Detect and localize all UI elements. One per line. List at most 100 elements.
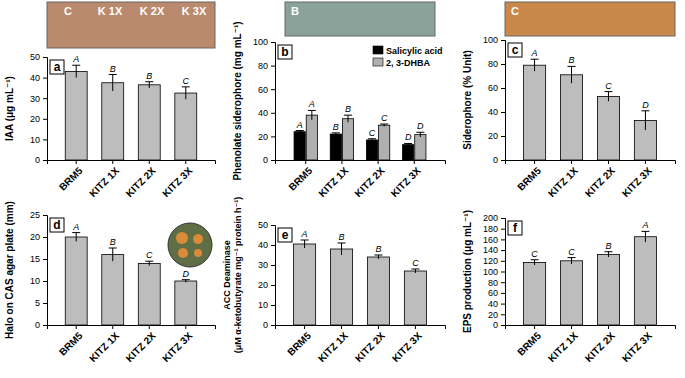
x-tick: KITZ 3X — [390, 325, 424, 364]
error-line — [645, 111, 646, 130]
y-axis-title: Siderophore (% Unit) — [462, 50, 473, 149]
y-tick: 40 — [488, 107, 505, 117]
y-tick-label: 100 — [253, 37, 268, 47]
significance-letter: B — [110, 237, 116, 247]
y-tick-label: 5 — [35, 298, 40, 308]
error-cap — [568, 66, 576, 67]
x-axis: BRM5KITZ 1XKITZ 2XKITZ 3X — [276, 325, 446, 364]
error-bar — [368, 139, 376, 141]
x-tick: KITZ 2X — [124, 325, 158, 364]
x-tick-mark — [149, 160, 150, 164]
y-tick-mark — [501, 64, 505, 65]
y-tick-mark — [43, 281, 47, 282]
y-tick-mark — [271, 285, 275, 286]
error-bar — [145, 261, 153, 265]
y-tick-mark — [43, 237, 47, 238]
error-bar — [604, 92, 612, 102]
y-tick-label: 0 — [35, 320, 40, 330]
axis-line — [271, 43, 276, 161]
y-tick-mark — [501, 160, 505, 161]
y-tick-mark — [501, 136, 505, 137]
bar — [404, 271, 426, 325]
y-tick-mark — [43, 78, 47, 79]
y-tick: 20 — [488, 131, 505, 141]
y-tick-label: 30 — [30, 94, 40, 104]
panel-label-box — [508, 43, 522, 57]
annotation: B — [291, 5, 299, 17]
y-tick-label: 100 — [483, 267, 498, 277]
y-axis-title: (μM α-ketobutyrate mg⁻¹ protein h⁻¹) — [233, 197, 243, 354]
y-tick: 20 — [488, 310, 505, 320]
error-bar — [301, 240, 309, 248]
significance-letter: B — [345, 104, 351, 114]
error-bar — [344, 115, 352, 122]
axis-line — [271, 226, 276, 326]
y-tick-label: 100 — [483, 35, 498, 45]
y-axis: 020406080100120140160180200 — [483, 213, 506, 330]
panel-label: c — [512, 43, 519, 57]
significance-letter: A — [296, 120, 303, 130]
y-tick-label: 60 — [488, 288, 498, 298]
plot-marks — [65, 233, 196, 325]
x-tick-label: KITZ 3X — [390, 330, 424, 364]
y-tick: 30 — [30, 94, 47, 104]
x-tick-label: KITZ 2X — [352, 165, 386, 199]
y-axis: 0510152025 — [30, 210, 48, 330]
significance-letter: D — [405, 132, 412, 142]
y-tick: 40 — [30, 73, 47, 83]
error-cap — [380, 124, 388, 125]
x-tick: BRM5 — [57, 160, 85, 193]
significance-letter: C — [369, 128, 376, 138]
x-axis: BRM5KITZ 1XKITZ 2XKITZ 3X — [506, 325, 676, 364]
axis-line — [43, 58, 48, 161]
x-tick-mark — [378, 160, 379, 164]
axis-line — [501, 219, 506, 326]
error-bar — [109, 248, 117, 261]
significance-letter: B — [110, 64, 116, 74]
x-axis: BRM5KITZ 1XKITZ 2XKITZ 3X — [506, 160, 676, 199]
error-line — [149, 82, 150, 88]
x-tick-label: KITZ 2X — [583, 165, 617, 199]
y-tick: 100 — [483, 35, 505, 45]
error-cap — [182, 279, 190, 280]
error-line — [571, 66, 572, 83]
y-axis: 020406080100 — [483, 35, 506, 165]
y-tick-label: 60 — [258, 85, 268, 95]
y-tick: 20 — [30, 114, 47, 124]
x-tick-mark — [608, 325, 609, 329]
y-tick-mark — [43, 215, 47, 216]
y-tick-label: 0 — [493, 155, 498, 165]
bar — [379, 125, 390, 160]
significance-letter: A — [641, 220, 648, 230]
y-tick-mark — [271, 66, 275, 67]
axis-line — [276, 326, 446, 330]
y-tick-mark — [271, 136, 275, 137]
error-cap — [182, 86, 190, 87]
y-tick-mark — [501, 304, 505, 305]
significance-letter: A — [531, 48, 538, 58]
axis-line — [501, 41, 506, 161]
error-cap — [296, 130, 304, 131]
y-tick-label: 20 — [488, 310, 498, 320]
error-bar — [332, 133, 340, 135]
x-tick-label: KITZ 1X — [87, 330, 121, 364]
inset-colony — [178, 248, 188, 258]
y-tick: 60 — [488, 288, 505, 298]
y-tick-label: 40 — [30, 73, 40, 83]
error-line — [608, 252, 609, 257]
y-tick: 10 — [258, 300, 275, 310]
y-tick-mark — [501, 293, 505, 294]
x-tick-label: KITZ 2X — [124, 330, 158, 364]
plot-marks — [294, 110, 426, 160]
y-tick: 0 — [263, 320, 275, 330]
y-tick-mark — [501, 218, 505, 219]
x-tick-mark — [76, 160, 77, 164]
plot-texts: ABCD — [531, 48, 650, 110]
significance-letter: B — [605, 241, 611, 251]
error-cap — [145, 261, 153, 262]
bar — [366, 140, 377, 160]
panel: BABCDABCD020406080100BRM5KITZ 1XKITZ 2XK… — [232, 2, 446, 199]
error-cap — [604, 91, 612, 92]
axis-line — [48, 326, 216, 330]
x-tick: KITZ 2X — [353, 325, 387, 364]
